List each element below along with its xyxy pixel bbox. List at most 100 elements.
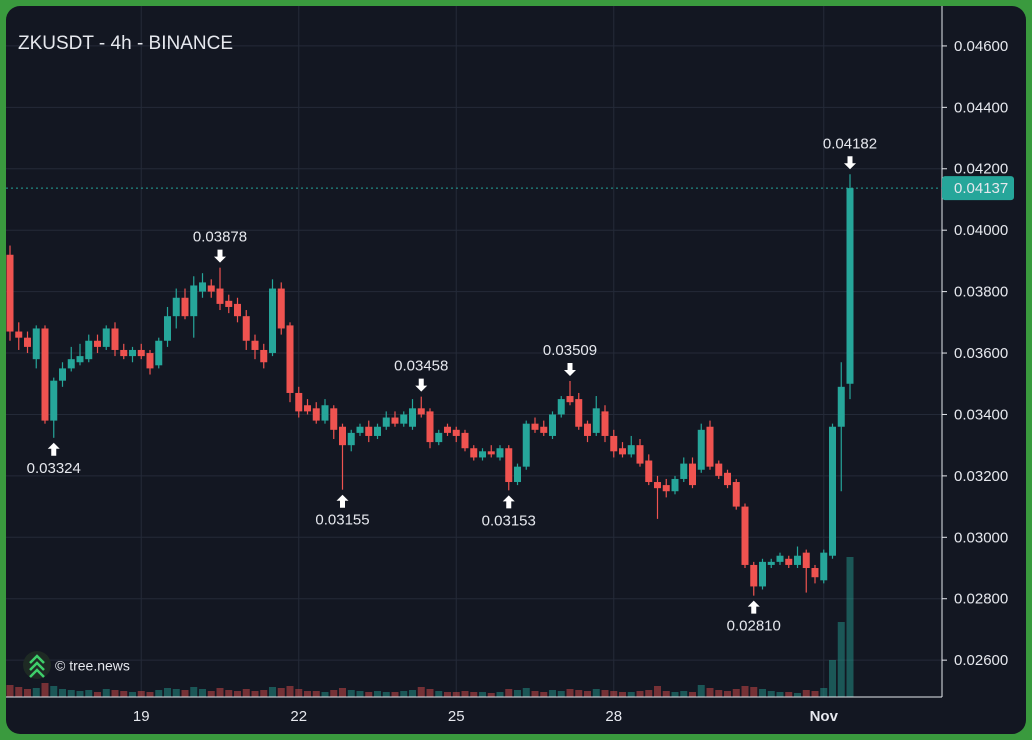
candle-body xyxy=(514,466,521,483)
volume-bar xyxy=(452,692,460,697)
candle-body xyxy=(277,288,285,329)
candle-body xyxy=(321,405,329,421)
volume-bar xyxy=(654,686,661,697)
marker-label: 0.03153 xyxy=(482,512,536,529)
candle-body xyxy=(146,353,154,369)
marker-arrow xyxy=(336,494,349,508)
candle-body xyxy=(750,564,758,587)
candle-body xyxy=(601,411,609,436)
volume-bar xyxy=(330,690,338,697)
candle-body xyxy=(181,297,189,317)
x-tick-label: 22 xyxy=(290,708,307,725)
volume-bar xyxy=(251,691,259,697)
candle-body xyxy=(347,432,355,446)
volume-bar xyxy=(837,622,845,697)
candle-body xyxy=(155,340,163,366)
candle-body xyxy=(829,426,836,556)
y-tick-label: 0.03400 xyxy=(954,406,1008,423)
candle-body xyxy=(234,303,241,317)
volume-bar xyxy=(137,691,145,697)
candle-body xyxy=(584,423,591,436)
candle-body xyxy=(382,417,390,427)
volume-bar xyxy=(67,690,75,697)
volume-bar xyxy=(190,687,198,697)
volume-bar xyxy=(242,689,250,697)
volume-bar xyxy=(689,692,696,697)
y-tick-label: 0.02600 xyxy=(954,652,1008,669)
marker-arrow xyxy=(214,249,226,263)
candle-body xyxy=(260,349,268,363)
volume-bar xyxy=(356,691,364,697)
y-tick-label: 0.02800 xyxy=(954,591,1008,608)
y-tick-label: 0.04000 xyxy=(954,222,1008,239)
marker-label: 0.03458 xyxy=(394,358,448,375)
volume-bar xyxy=(400,691,408,697)
candle-body xyxy=(732,482,740,507)
candle-body xyxy=(767,561,775,565)
logo xyxy=(23,651,51,679)
volume-bar xyxy=(339,688,346,697)
candle-body xyxy=(619,448,626,455)
y-tick-label: 0.04200 xyxy=(954,161,1008,178)
marker-arrow xyxy=(47,442,60,456)
candle-body xyxy=(470,448,478,458)
volume-bar xyxy=(610,691,618,697)
volume-bar xyxy=(199,689,206,697)
volume-bar xyxy=(50,686,58,697)
candle-body xyxy=(610,435,618,452)
candle-body xyxy=(129,349,136,357)
candle-body xyxy=(837,386,845,427)
last-price-label: 0.04137 xyxy=(954,180,1008,197)
y-tick-label: 0.03800 xyxy=(954,284,1008,301)
candle-body xyxy=(216,288,224,304)
candle-body xyxy=(531,423,539,430)
volume-bar xyxy=(627,692,635,697)
candle-body xyxy=(715,463,723,476)
candle-body xyxy=(802,552,810,569)
volume-bar xyxy=(531,691,539,697)
y-tick-label: 0.03000 xyxy=(954,529,1008,546)
volume-bar xyxy=(802,690,810,697)
volume-bar xyxy=(566,689,574,697)
candle-body xyxy=(24,337,31,347)
volume-bar xyxy=(557,691,565,697)
volume-bar xyxy=(759,689,766,697)
volume-bar xyxy=(697,685,705,697)
volume-bar xyxy=(662,691,670,697)
volume-bar xyxy=(94,692,101,697)
marker-arrow xyxy=(415,378,428,392)
volume-bar xyxy=(741,686,749,697)
candle-body xyxy=(295,392,303,412)
candle-body xyxy=(426,411,434,443)
candle-body xyxy=(85,340,93,360)
candle-body xyxy=(645,460,653,483)
candle-body xyxy=(636,445,644,464)
chart-background xyxy=(6,6,1026,734)
marker-arrow xyxy=(844,156,856,170)
candle-body xyxy=(662,485,670,492)
candle-body xyxy=(435,432,443,443)
candle-body xyxy=(452,429,460,436)
volume-bar xyxy=(321,692,329,697)
candle-body xyxy=(102,328,110,347)
volume-bar xyxy=(15,687,23,697)
last-price-box xyxy=(942,176,1014,201)
volume-bar xyxy=(417,687,425,697)
candle-body xyxy=(505,448,513,483)
x-tick-label: 19 xyxy=(133,708,150,725)
volume-bar xyxy=(444,692,451,697)
candle-body xyxy=(164,316,171,341)
candle-body xyxy=(137,349,145,357)
volume-bar xyxy=(172,689,180,697)
y-tick-label: 0.04400 xyxy=(954,99,1008,116)
volume-bar xyxy=(846,557,854,697)
candle-body xyxy=(172,297,180,317)
volume-bar xyxy=(549,690,556,697)
candle-body xyxy=(50,380,58,421)
volume-bar xyxy=(155,690,163,697)
volume-bar xyxy=(391,692,399,697)
volume-bar xyxy=(374,691,381,697)
volume-bar xyxy=(216,688,224,697)
candle-body xyxy=(41,328,49,421)
candle-body xyxy=(242,316,250,341)
